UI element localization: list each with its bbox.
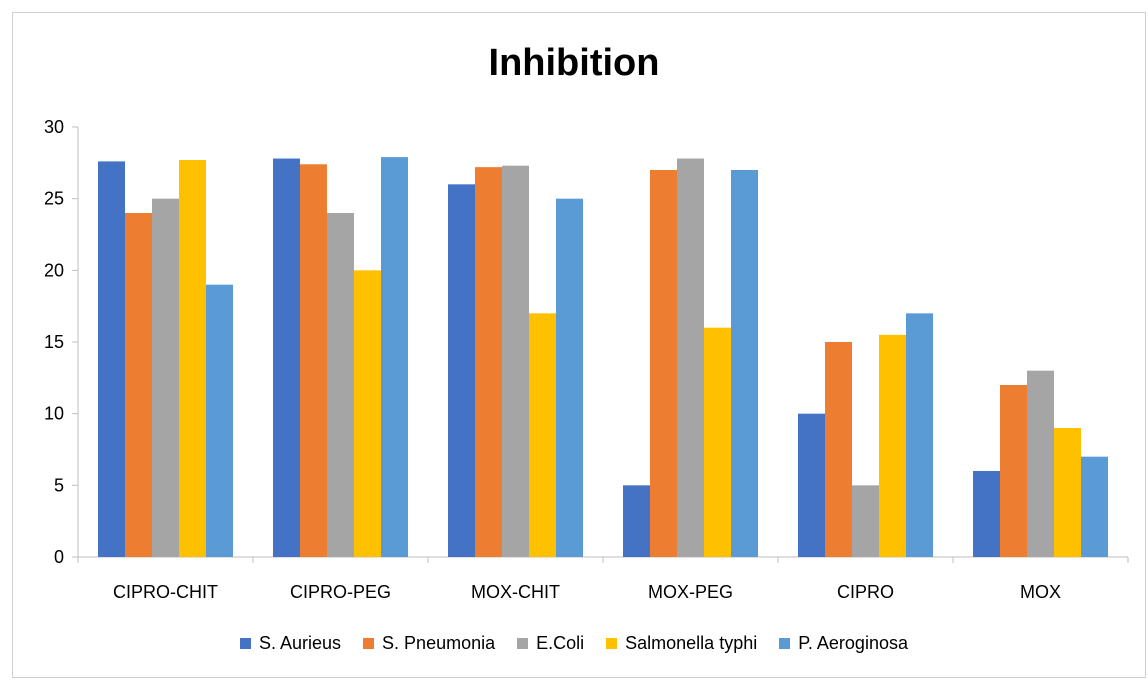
chart-legend: S. Aurieus S. Pneumonia E.Coli Salmonella t… [0,633,1148,654]
bar [1054,428,1081,557]
bar [206,284,233,557]
bar [556,198,583,557]
bar [650,170,677,557]
legend-item: E.Coli [517,633,584,654]
legend-label: S. Aurieus [259,633,342,653]
x-tick-label: MOX [1020,582,1061,602]
x-tick-label: CIPRO-PEG [290,582,391,602]
legend-item: S. Pneumonia [363,633,495,654]
y-tick-label: 10 [44,404,64,424]
bar [327,213,354,557]
bar [300,164,327,557]
bar [677,158,704,558]
x-tick-label: CIPRO [837,582,894,602]
bar [354,270,381,557]
bar [973,471,1000,557]
bar [502,165,529,557]
y-tick-label: 30 [44,117,64,137]
legend-swatch [240,638,251,649]
bar [381,157,408,557]
y-tick-label: 0 [54,547,64,567]
legend-swatch [606,638,618,649]
bar [623,485,650,557]
bar [125,213,152,557]
legend-swatch [363,638,375,649]
y-tick-label: 20 [44,260,64,280]
y-tick-label: 15 [44,332,64,352]
legend-item: Salmonella typhi [606,633,757,654]
y-tick-label: 25 [44,189,64,209]
bar [879,334,906,557]
legend-label: P. Aeroginosa [798,633,908,653]
bar [448,184,475,558]
bar [273,158,300,558]
bar [906,313,933,557]
bar [98,161,125,557]
bar [798,413,825,557]
legend-label: E.Coli [536,633,585,653]
bar [1000,385,1027,557]
chart-title: Inhibition [488,42,660,84]
y-tick-label: 5 [54,475,64,495]
bar [731,170,758,557]
bar [152,198,179,557]
bar [179,159,206,557]
x-tick-label: CIPRO-CHIT [113,582,218,602]
legend-swatch [779,638,791,649]
x-tick-label: MOX-PEG [648,582,733,602]
legend-item: S. Aurieus [240,633,341,654]
legend-swatch [517,638,529,649]
bar [852,485,879,557]
legend-item: P. Aeroginosa [779,633,908,654]
bar [1027,370,1054,557]
bar [825,342,852,557]
bar [704,327,731,557]
legend-label: S. Pneumonia [382,633,496,653]
bar [529,313,556,557]
bar [1081,456,1108,557]
bar [475,167,502,557]
x-tick-label: MOX-CHIT [471,582,560,602]
legend-label: Salmonella typhi [625,633,758,653]
